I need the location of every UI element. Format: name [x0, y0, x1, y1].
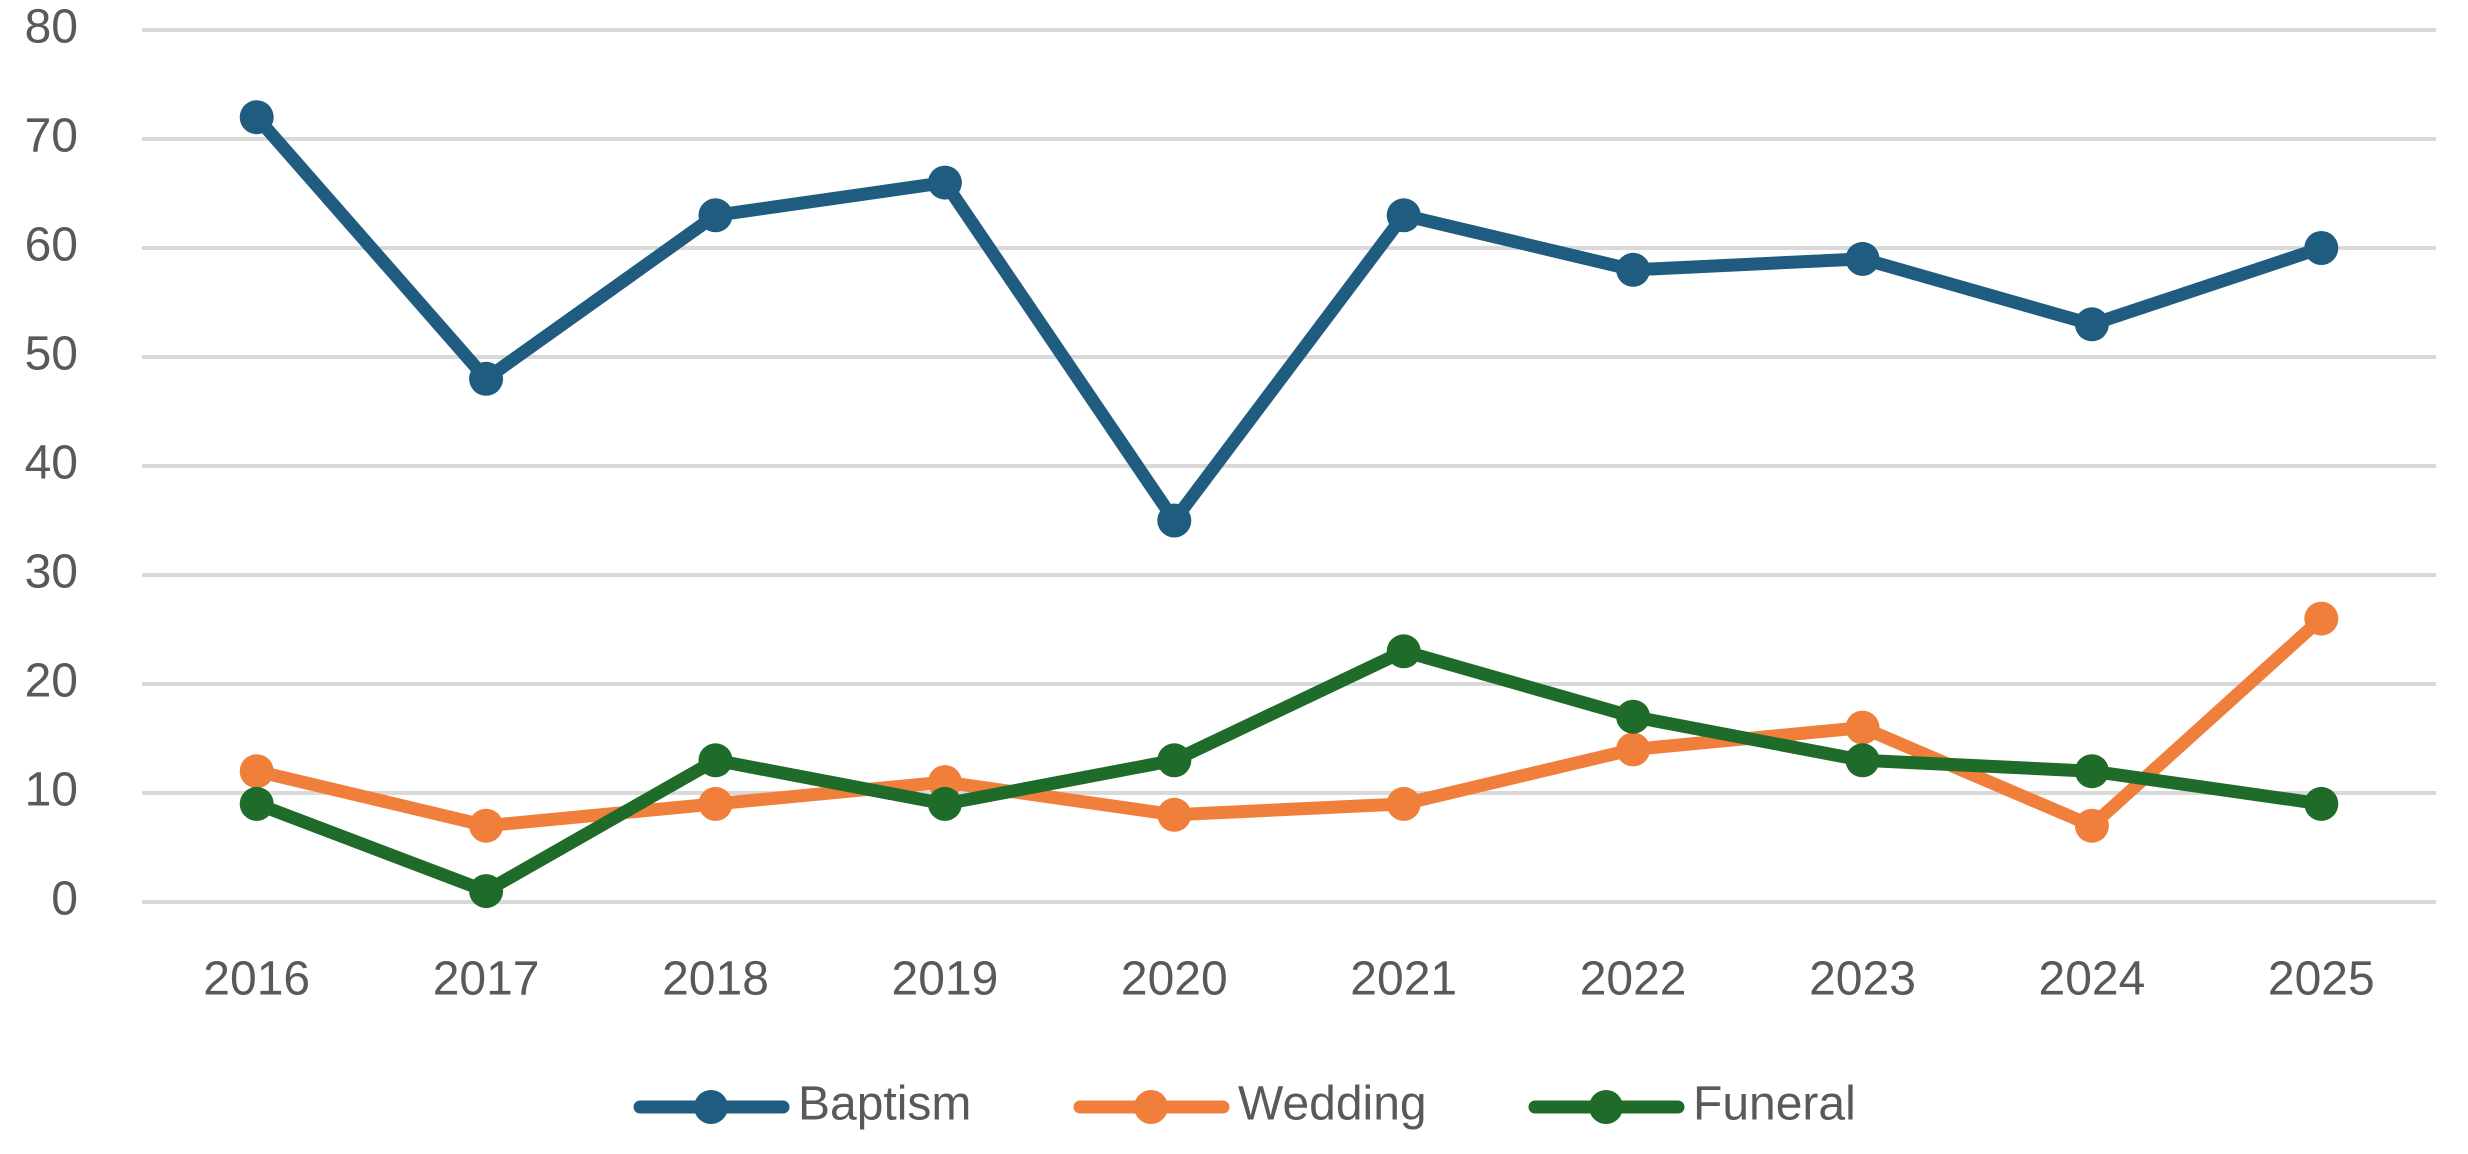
data-point — [2304, 231, 2339, 265]
data-point — [239, 754, 274, 789]
data-point — [239, 786, 274, 821]
series-line — [255, 613, 2326, 833]
y-tick-label: 70 — [25, 110, 78, 163]
data-point — [1616, 252, 1651, 287]
y-tick-label: 60 — [25, 219, 78, 272]
legend-marker — [1134, 1090, 1168, 1124]
y-tick-label: 10 — [25, 764, 78, 817]
x-tick-label: 2021 — [1350, 953, 1457, 1006]
data-point — [1616, 732, 1651, 767]
data-point — [1845, 743, 1880, 778]
data-point — [1845, 241, 1880, 276]
series-line — [254, 644, 2323, 898]
data-point — [2304, 601, 2339, 636]
data-point — [469, 361, 504, 396]
data-point — [698, 198, 733, 233]
data-point — [1386, 198, 1421, 233]
data-point — [2074, 808, 2109, 843]
data-point — [239, 100, 274, 135]
data-point — [698, 786, 733, 821]
x-tick-label: 2025 — [2268, 953, 2375, 1006]
y-tick-label: 20 — [25, 655, 78, 708]
y-tick-label: 30 — [25, 546, 78, 599]
series-line — [251, 112, 2324, 527]
x-tick-label: 2020 — [1121, 953, 1228, 1006]
legend-label: Funeral — [1693, 1078, 1856, 1131]
legend-label: Baptism — [798, 1078, 971, 1131]
data-point — [2074, 307, 2109, 342]
data-point — [1386, 634, 1421, 669]
data-point — [1616, 699, 1651, 734]
data-point — [1157, 503, 1192, 538]
data-point — [1157, 797, 1192, 832]
y-tick-label: 80 — [25, 1, 78, 54]
data-point — [927, 165, 962, 200]
data-point — [1157, 743, 1192, 778]
data-point — [927, 786, 962, 821]
data-point — [2304, 786, 2339, 821]
y-tick-label: 0 — [51, 873, 78, 926]
data-point — [2074, 754, 2109, 789]
x-tick-label: 2024 — [2039, 953, 2146, 1006]
x-tick-label: 2016 — [203, 953, 310, 1006]
x-tick-label: 2019 — [892, 953, 999, 1006]
legend-label: Wedding — [1238, 1078, 1427, 1131]
y-tick-label: 40 — [25, 437, 78, 490]
data-point — [469, 874, 504, 909]
data-point — [1845, 710, 1880, 745]
data-point — [698, 743, 733, 778]
x-tick-label: 2018 — [662, 953, 769, 1006]
legend-marker — [694, 1090, 728, 1124]
data-point — [469, 808, 504, 843]
legend-marker — [1589, 1090, 1623, 1124]
data-point — [1386, 786, 1421, 821]
y-tick-label: 50 — [25, 328, 78, 381]
x-tick-label: 2017 — [433, 953, 540, 1006]
x-tick-label: 2023 — [1809, 953, 1916, 1006]
x-tick-label: 2022 — [1580, 953, 1687, 1006]
